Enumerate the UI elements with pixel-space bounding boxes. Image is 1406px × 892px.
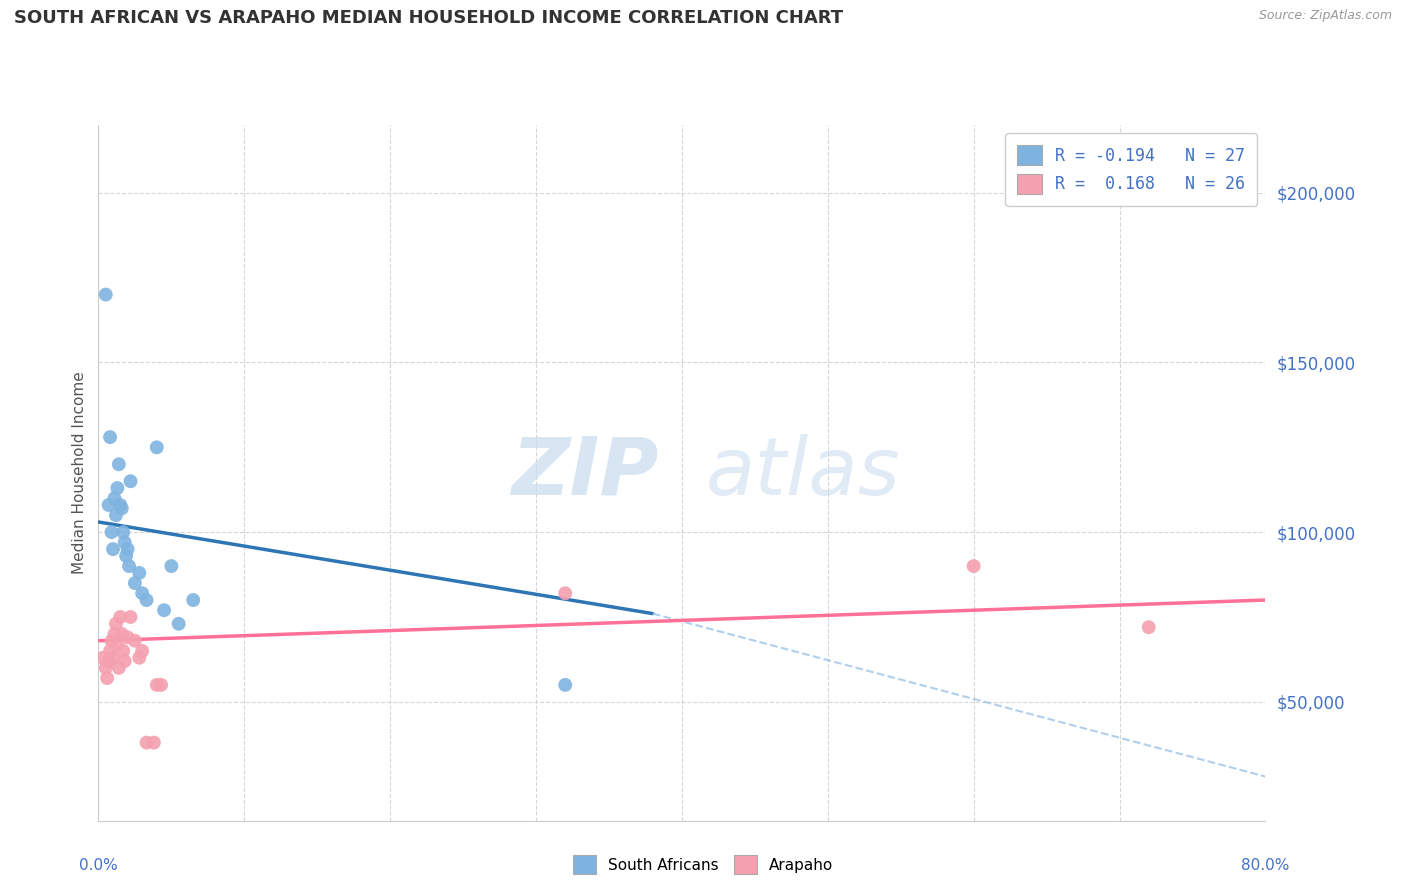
Point bbox=[135, 735, 157, 749]
Point bbox=[153, 603, 176, 617]
Point bbox=[131, 586, 153, 600]
Point bbox=[105, 637, 128, 651]
Point bbox=[128, 566, 150, 580]
Point bbox=[124, 633, 146, 648]
Point bbox=[97, 498, 120, 512]
Point bbox=[108, 661, 131, 675]
Point bbox=[160, 559, 183, 574]
Point bbox=[94, 661, 117, 675]
Point bbox=[111, 627, 134, 641]
Point bbox=[98, 644, 121, 658]
Point bbox=[105, 481, 128, 495]
Point bbox=[98, 430, 121, 444]
Point bbox=[117, 631, 139, 645]
Point bbox=[96, 671, 118, 685]
Point bbox=[110, 498, 132, 512]
Point bbox=[111, 501, 134, 516]
Point bbox=[146, 678, 169, 692]
Point bbox=[150, 678, 173, 692]
Point bbox=[167, 616, 190, 631]
Point bbox=[103, 491, 125, 506]
Point bbox=[104, 508, 127, 523]
Point bbox=[108, 457, 131, 471]
Point bbox=[101, 542, 124, 557]
Text: 80.0%: 80.0% bbox=[1241, 858, 1289, 872]
Point bbox=[115, 549, 138, 563]
Point bbox=[114, 654, 136, 668]
Point bbox=[128, 650, 150, 665]
Point bbox=[135, 593, 157, 607]
Text: 0.0%: 0.0% bbox=[79, 858, 118, 872]
Point bbox=[962, 559, 984, 574]
Point bbox=[554, 678, 576, 692]
Point bbox=[100, 633, 122, 648]
Point bbox=[100, 525, 122, 540]
Text: ZIP: ZIP bbox=[512, 434, 658, 512]
Legend: South Africans, Arapaho: South Africans, Arapaho bbox=[567, 849, 839, 880]
Point bbox=[142, 735, 165, 749]
Point bbox=[118, 559, 141, 574]
Point bbox=[131, 644, 153, 658]
Text: Source: ZipAtlas.com: Source: ZipAtlas.com bbox=[1258, 9, 1392, 22]
Point bbox=[101, 650, 124, 665]
Point bbox=[117, 542, 139, 557]
Legend: R = -0.194   N = 27, R =  0.168   N = 26: R = -0.194 N = 27, R = 0.168 N = 26 bbox=[1005, 133, 1257, 205]
Text: SOUTH AFRICAN VS ARAPAHO MEDIAN HOUSEHOLD INCOME CORRELATION CHART: SOUTH AFRICAN VS ARAPAHO MEDIAN HOUSEHOL… bbox=[14, 9, 844, 27]
Point bbox=[112, 644, 135, 658]
Point bbox=[110, 610, 132, 624]
Point bbox=[146, 440, 169, 454]
Point bbox=[112, 525, 135, 540]
Text: atlas: atlas bbox=[706, 434, 900, 512]
Y-axis label: Median Household Income: Median Household Income bbox=[72, 371, 87, 574]
Point bbox=[181, 593, 204, 607]
Point bbox=[104, 616, 127, 631]
Point bbox=[120, 475, 142, 489]
Point bbox=[94, 287, 117, 301]
Point bbox=[124, 576, 146, 591]
Point bbox=[1137, 620, 1160, 634]
Point bbox=[97, 654, 120, 668]
Point bbox=[103, 627, 125, 641]
Point bbox=[114, 535, 136, 549]
Point bbox=[91, 650, 114, 665]
Point bbox=[554, 586, 576, 600]
Point bbox=[120, 610, 142, 624]
